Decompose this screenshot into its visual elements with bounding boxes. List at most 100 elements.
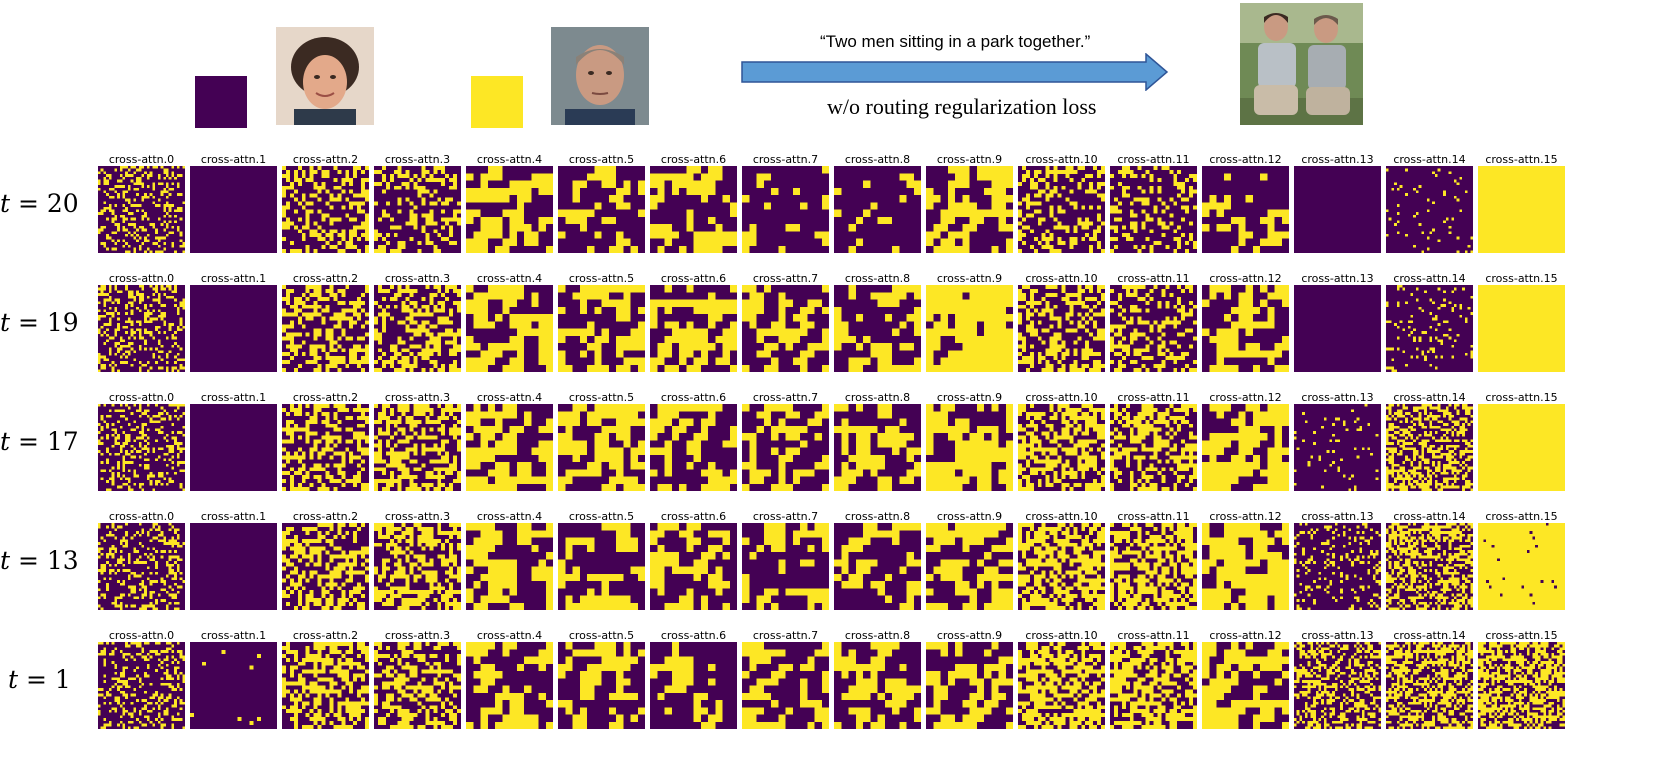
map-cell (1133, 411, 1138, 416)
map-cell (313, 479, 318, 484)
map-cell (1037, 209, 1042, 214)
map-cell (361, 201, 366, 206)
map-cell (106, 425, 109, 429)
map-cell (146, 195, 150, 199)
map-cell (1073, 479, 1078, 484)
map-cell (125, 285, 128, 288)
timestep-variable: t (0, 427, 11, 456)
map-cell (1125, 285, 1130, 289)
map-cell (1041, 483, 1046, 488)
map-cell (749, 462, 757, 470)
map-cell (1432, 412, 1435, 415)
map-cell (1189, 173, 1194, 178)
map-cell (401, 443, 406, 448)
map-cell (1281, 454, 1289, 462)
map-cell (1169, 419, 1174, 424)
map-cell (381, 312, 386, 317)
map-cell (160, 166, 164, 169)
map-cell (357, 166, 362, 170)
caption-text: w/o routing regularization loss (827, 94, 1097, 119)
map-cell (282, 459, 286, 464)
map-cell (357, 364, 362, 369)
map-cell (425, 320, 430, 325)
map-cell (1133, 467, 1138, 472)
map-cell (119, 339, 123, 343)
map-cell (182, 325, 185, 329)
map-cell (913, 483, 921, 491)
map-cell (1267, 425, 1275, 433)
map-cell (138, 485, 142, 489)
map-cell (715, 224, 723, 232)
map-cell (729, 433, 737, 441)
map-cell (1110, 328, 1114, 333)
map-cell (144, 347, 147, 351)
map-cell (1037, 419, 1042, 424)
map-cell (1121, 483, 1126, 488)
map-cell (1391, 187, 1395, 191)
map-cell (473, 216, 481, 224)
map-label: cross-attn.11 (1117, 391, 1190, 404)
map-cell (1432, 347, 1435, 351)
map-cell (1069, 431, 1074, 436)
map-cell (1157, 483, 1162, 488)
map-cell (144, 339, 147, 343)
map-cell (1041, 427, 1046, 432)
map-cell (1231, 404, 1239, 412)
map-cell (664, 462, 672, 470)
map-cell (393, 169, 398, 174)
map-cell (1049, 189, 1054, 194)
map-cell (1149, 324, 1154, 329)
map-cell (381, 189, 386, 194)
map-cell (165, 204, 169, 207)
map-cell (686, 216, 694, 224)
map-cell (437, 443, 442, 448)
map-cell (1451, 309, 1454, 313)
map-cell (1097, 352, 1102, 357)
map-cell (333, 324, 338, 329)
map-cell (168, 204, 172, 207)
map-cell (429, 292, 434, 297)
map-cell (349, 316, 354, 321)
map-cell (357, 193, 362, 198)
map-cell (98, 361, 101, 364)
map-cell (174, 366, 177, 370)
map-cell (771, 483, 779, 491)
map-cell (933, 314, 941, 322)
map-cell (657, 173, 665, 181)
map-cell (374, 181, 378, 186)
map-cell (1413, 187, 1416, 191)
map-cell (1173, 435, 1178, 440)
map-cell (405, 364, 410, 369)
map-cell (425, 217, 430, 222)
map-cell (538, 285, 546, 293)
attention-map (1294, 166, 1381, 253)
map-cell (146, 309, 150, 313)
map-cell (152, 450, 156, 453)
map-cell (884, 350, 892, 358)
map-cell (1025, 328, 1030, 333)
map-cell (1113, 300, 1118, 305)
map-cell (756, 292, 764, 300)
map-cell (163, 458, 166, 462)
map-cell (377, 348, 382, 353)
map-cell (679, 285, 687, 293)
map-cell (111, 212, 115, 215)
map-cell (441, 419, 446, 424)
map-cell (174, 304, 177, 307)
map-cell (409, 237, 414, 242)
map-cell (136, 233, 139, 237)
map-cell (1407, 325, 1411, 329)
attention-map (926, 166, 1013, 253)
map-cell (119, 447, 123, 451)
map-cell (1018, 229, 1022, 234)
map-cell (417, 193, 422, 198)
map-label: cross-attn.9 (936, 272, 1003, 285)
map-cell (601, 343, 609, 351)
map-cell (502, 328, 510, 336)
map-cell (345, 431, 350, 436)
map-cell (1029, 407, 1034, 412)
map-cell (1216, 306, 1224, 314)
map-cell (800, 328, 808, 336)
map-cell (1117, 201, 1122, 206)
map-cell (445, 443, 450, 448)
